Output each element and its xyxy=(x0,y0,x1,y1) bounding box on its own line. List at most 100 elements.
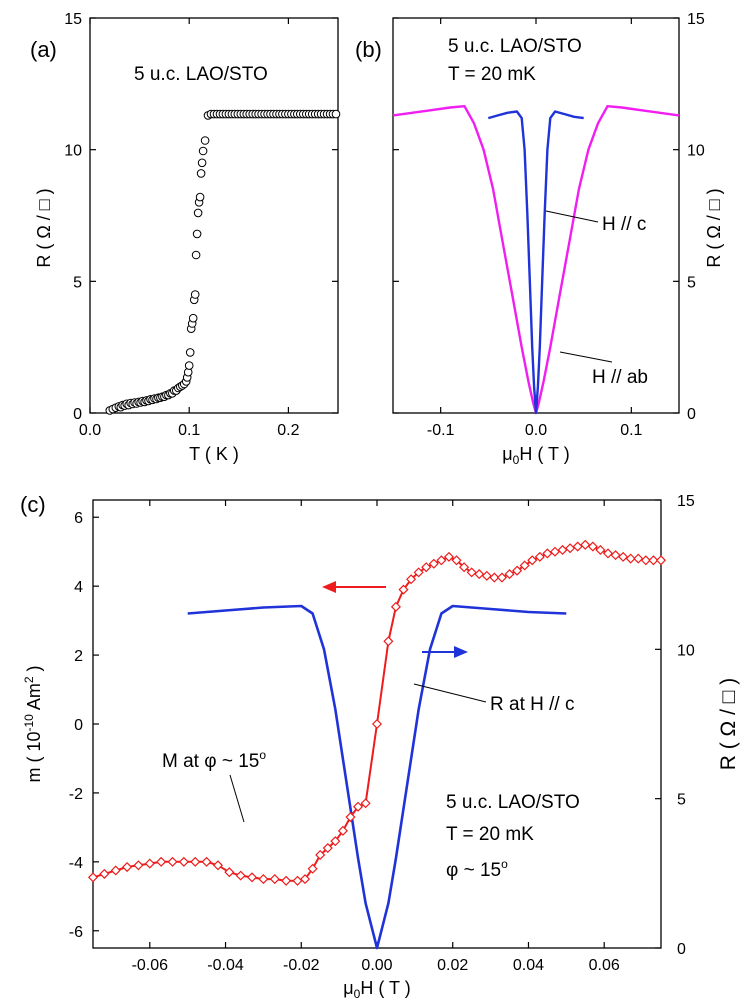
panel-c-m-data-point xyxy=(519,560,530,571)
panel-c-m-data-point xyxy=(178,856,189,867)
panel-c-m-data-point xyxy=(353,801,364,812)
panel-c-m-data-point xyxy=(390,601,401,612)
panel-c-axes-ticks: -0.06 -0.04 -0.02 0.00 0.02 0.04 0.06 -6 -4 -2 0 2 4… xyxy=(69,493,695,974)
panel-c-m-data-point xyxy=(258,874,269,885)
panel-a-xtick-label: 0.1 xyxy=(178,422,200,439)
panel-c-m-data-point xyxy=(527,555,538,566)
panel-a-data-point xyxy=(195,192,205,202)
panel-c-m-data-point xyxy=(618,551,629,562)
panel-b-ytick-label: 15 xyxy=(687,11,705,28)
panel-c-m-data-point xyxy=(580,539,591,550)
panel-c-x-axis-label: μ0H ( T ) xyxy=(343,978,410,1000)
panel-c-m-data-point xyxy=(459,562,470,573)
panel-c-m-data-point xyxy=(292,875,303,886)
panel-c-series-m xyxy=(92,543,661,882)
panel-c-data-lines xyxy=(87,539,667,950)
panel-c-m-data-point xyxy=(315,849,326,861)
panel-c-y-left-axis-label: m ( 10-10 Am2 ) xyxy=(22,665,44,782)
panel-a-y-axis-label: R ( Ω / □ ) xyxy=(34,188,54,267)
panel-a-xtick-label: 0.2 xyxy=(277,422,299,439)
panel-c-left-ytick-label: -6 xyxy=(69,924,83,941)
panel-c-m-data-point xyxy=(655,555,667,566)
panel-b-annot-ab-leader xyxy=(559,351,613,363)
panel-c-xtick-label: -0.06 xyxy=(132,957,169,974)
panel-a-label: (a) xyxy=(30,37,57,62)
panel-a-data-point xyxy=(197,158,207,168)
panel-c-m-data-point xyxy=(549,546,561,557)
panel-c-right-ytick-label: 15 xyxy=(677,493,695,510)
panel-b-annot-c: H // c xyxy=(602,214,646,235)
panel-a-data-points xyxy=(105,109,341,415)
panel-a-ytick-label: 0 xyxy=(73,406,82,423)
panel-c-m-data-point xyxy=(610,550,621,561)
panel-a-data-point xyxy=(188,313,198,323)
panel-c-m-data-point xyxy=(602,548,614,559)
panel-b: -0.1 0.0 0.1 0 5 10 15 (b) 5 u.c. LAO/STO T = … xyxy=(355,11,724,467)
panel-c-m-data-point xyxy=(474,569,485,580)
panel-c-m-data-point xyxy=(235,870,246,881)
panel-c-sample-label: 5 u.c. LAO/STO xyxy=(446,792,580,813)
panel-c-m-data-point xyxy=(466,567,477,578)
panel-c-m-data-point xyxy=(595,544,606,556)
panel-c-left-ytick-label: -4 xyxy=(69,855,83,872)
panel-c-m-data-point xyxy=(512,565,523,576)
panel-a-data-point xyxy=(200,136,210,145)
panel-a: 0.0 0.1 0.2 0 5 10 15 (a) 5 u.c. LAO/STO T ( K… xyxy=(30,11,341,464)
panel-c-m-data-point xyxy=(625,553,636,564)
panel-c-m-data-point xyxy=(281,875,292,886)
panel-c-m-data-point xyxy=(190,856,201,867)
m-axis-arrowhead xyxy=(322,581,336,593)
panel-c: -0.06 -0.04 -0.02 0.00 0.02 0.04 0.06 -6 -4 -2 0 2 4… xyxy=(20,492,740,1000)
panel-a-plot-frame xyxy=(89,17,339,414)
panel-c-annot-r-leader xyxy=(413,683,487,703)
panel-b-xtick-label: -0.1 xyxy=(427,422,455,439)
panel-c-m-data-point xyxy=(212,860,224,871)
r-axis-arrowhead xyxy=(454,646,468,658)
panel-c-m-data-point xyxy=(504,569,515,580)
panel-c-xtick-label: 0.06 xyxy=(589,957,620,974)
panel-a-ytick-label: 5 xyxy=(73,274,82,291)
panel-c-m-data-point xyxy=(345,811,356,823)
panel-c-right-ytick-label: 5 xyxy=(677,792,686,809)
panel-a-data-point xyxy=(331,109,341,119)
panel-c-m-data-point xyxy=(99,868,110,879)
panel-a-data-point xyxy=(184,361,194,370)
panel-c-m-data-point xyxy=(451,555,462,566)
panel-c-m-data-point xyxy=(443,551,454,562)
panel-a-data-point xyxy=(198,146,208,156)
panel-c-m-data-point xyxy=(144,858,155,869)
panel-c-xtick-label: -0.04 xyxy=(207,957,244,974)
panel-c-left-ytick-label: 6 xyxy=(74,510,83,527)
panel-c-m-data-point xyxy=(406,574,417,585)
panel-c-m-data-point xyxy=(557,544,568,556)
panel-c-m-data-point xyxy=(481,570,492,581)
panel-c-m-data-point xyxy=(110,865,121,876)
panel-b-y-axis-label: R ( Ω / □ ) xyxy=(704,188,724,267)
panel-c-m-data-point xyxy=(496,572,508,583)
panel-c-m-data-point xyxy=(633,553,644,564)
panel-b-ytick-label: 5 xyxy=(687,274,696,291)
panel-b-x-axis-label: μ0H ( T ) xyxy=(502,444,569,467)
panel-c-m-data-point xyxy=(360,798,371,809)
panel-a-ytick-label: 15 xyxy=(64,11,82,28)
panel-a-data-point xyxy=(191,250,201,260)
panel-a-x-axis-label: T ( K ) xyxy=(189,444,239,464)
panel-b-series-h-c xyxy=(487,110,584,415)
panel-a-sample-label: 5 u.c. LAO/STO xyxy=(134,64,268,85)
panel-c-m-data-point xyxy=(428,558,439,569)
panel-c-m-data-point xyxy=(413,567,424,578)
panel-c-y-right-axis-label: R ( Ω / □ ) xyxy=(717,678,740,771)
panel-c-m-data-point xyxy=(421,562,432,573)
panel-c-right-ytick-label: 0 xyxy=(677,941,686,958)
panel-a-data-point xyxy=(192,229,202,239)
panel-b-annot-ab: H // ab xyxy=(592,367,648,388)
panel-c-m-data-point xyxy=(330,836,341,847)
panel-b-axes-ticks: -0.1 0.0 0.1 0 5 10 15 xyxy=(393,11,705,439)
panel-b-xtick-label: 0.0 xyxy=(525,422,547,439)
panel-c-series-r xyxy=(187,604,567,950)
panel-c-m-data-point xyxy=(398,584,409,595)
panel-c-xtick-label: 0.04 xyxy=(513,957,544,974)
panel-c-m-data-point xyxy=(122,861,133,873)
panel-c-annot-r: R at H // c xyxy=(490,694,574,715)
